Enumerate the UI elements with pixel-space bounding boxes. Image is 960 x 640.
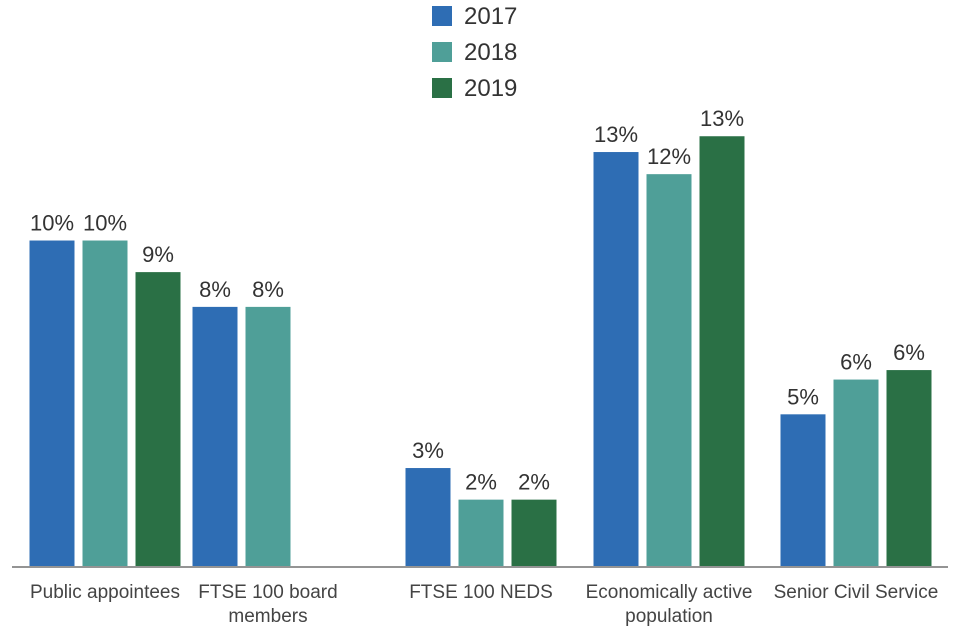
category-label-1: Public appointees <box>30 582 180 603</box>
value-label-2019-1: 9% <box>142 242 174 267</box>
value-label-2018-3: 2% <box>465 470 497 495</box>
legend-swatch-2018 <box>432 42 452 62</box>
legend-swatch-2019 <box>432 78 452 98</box>
legend: 2017 2018 2019 <box>432 3 517 102</box>
legend-label-2019: 2019 <box>464 75 517 102</box>
category-label-line: Senior Civil Service <box>774 582 939 603</box>
value-label-2018-4: 12% <box>647 144 691 169</box>
bar-2018-2 <box>245 306 291 566</box>
category-label-3: FTSE 100 NEDS <box>409 582 553 603</box>
bar-2017-4 <box>593 152 639 567</box>
value-label-2018-2: 8% <box>252 277 284 302</box>
bar-2019-4 <box>699 136 745 567</box>
bars-group <box>29 136 932 567</box>
bar-2019-3 <box>511 499 557 566</box>
bar-2019-1 <box>135 272 181 566</box>
bar-2018-4 <box>646 174 692 566</box>
bar-2018-1 <box>82 240 128 566</box>
legend-label-2018: 2018 <box>464 39 517 66</box>
bar-2017-3 <box>405 468 451 566</box>
category-label-2: FTSE 100 board members <box>198 582 337 627</box>
bar-2019-5 <box>886 370 932 566</box>
category-label-line: population <box>625 606 713 627</box>
category-label-line: FTSE 100 board <box>198 582 337 603</box>
data-labels-group: 10% 10% 9% 8% 8% 3% 2% 2% 13% 12% 13% 5% 6% 6% <box>30 106 925 494</box>
value-label-2017-2: 8% <box>199 277 231 302</box>
bar-2018-3 <box>458 499 504 566</box>
category-label-5: Senior Civil Service <box>774 582 939 603</box>
category-label-line: Economically active <box>586 582 753 603</box>
bar-2017-5 <box>780 414 826 566</box>
category-label-line: FTSE 100 NEDS <box>409 582 553 603</box>
bar-2017-1 <box>29 240 75 566</box>
value-label-2019-3: 2% <box>518 470 550 495</box>
category-label-line: members <box>228 606 307 627</box>
value-label-2017-1: 10% <box>30 211 74 236</box>
value-label-2018-5: 6% <box>840 350 872 375</box>
value-label-2017-3: 3% <box>412 438 444 463</box>
category-label-line: Public appointees <box>30 582 180 603</box>
bar-2017-2 <box>192 306 238 566</box>
bar-2018-5 <box>833 379 879 566</box>
category-labels-group: Public appointees FTSE 100 board membersFT… <box>30 582 938 627</box>
value-label-2019-5: 6% <box>893 340 925 365</box>
legend-swatch-2017 <box>432 6 452 26</box>
legend-label-2017: 2017 <box>464 3 517 30</box>
value-label-2017-4: 13% <box>594 122 638 147</box>
value-label-2018-1: 10% <box>83 211 127 236</box>
value-label-2017-5: 5% <box>787 384 819 409</box>
category-label-4: Economically active population <box>586 582 753 627</box>
value-label-2019-4: 13% <box>700 106 744 131</box>
